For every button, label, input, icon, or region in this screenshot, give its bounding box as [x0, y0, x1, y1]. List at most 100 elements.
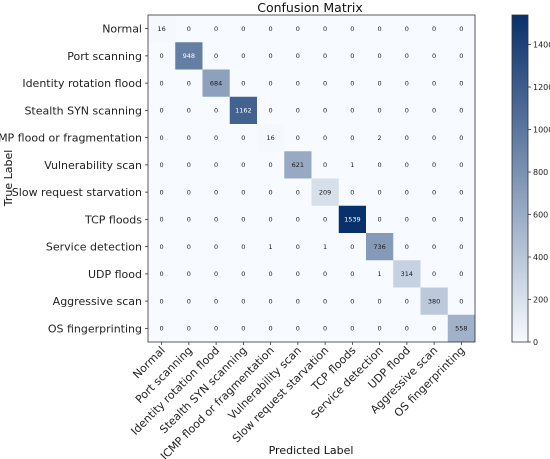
colorbar-tick-label: 200: [533, 296, 548, 305]
heatmap-cell: [229, 124, 258, 152]
heatmap-cell: [175, 260, 203, 288]
y-tick-label: Identity rotation flood: [22, 77, 142, 90]
heatmap-cell: [338, 15, 367, 43]
heatmap-cell: [175, 151, 203, 179]
heatmap-cell-value: 16: [157, 25, 165, 33]
heatmap-cell: [175, 96, 203, 125]
heatmap-cell-value: 0: [432, 161, 436, 169]
heatmap-cell: [311, 287, 340, 316]
heatmap-cell: [393, 96, 421, 125]
heatmap-cell: [202, 260, 231, 288]
y-tick-label: Aggressive scan: [53, 295, 142, 308]
heatmap-cell-value: 1: [350, 161, 354, 169]
heatmap-cell: [257, 233, 285, 261]
heatmap-cell-value: 0: [405, 188, 409, 196]
heatmap-cell: [447, 260, 476, 288]
heatmap-cell: [393, 178, 421, 207]
heatmap-cell: [311, 151, 340, 179]
y-tick-label: Stealth SYN scanning: [24, 104, 142, 117]
heatmap-cell-value: 0: [323, 216, 327, 224]
heatmap-cell-value: 0: [432, 52, 436, 60]
heatmap-cell-value: 0: [405, 52, 409, 60]
heatmap-cell: [393, 233, 421, 261]
heatmap-cell-value: 0: [378, 52, 382, 60]
heatmap-cell: [420, 151, 449, 179]
heatmap-cell-value: 0: [350, 52, 354, 60]
heatmap-cell-value: 0: [378, 297, 382, 305]
heatmap-cell: [366, 287, 394, 316]
heatmap-cell: [202, 69, 231, 98]
heatmap-cell-value: 0: [350, 325, 354, 333]
heatmap-cell-value: 0: [323, 134, 327, 142]
heatmap-cell: [447, 124, 476, 152]
heatmap-cell: [338, 233, 367, 261]
heatmap-cell-value: 0: [405, 325, 409, 333]
heatmap-cell: [338, 314, 367, 343]
heatmap-cell-value: 0: [160, 161, 164, 169]
heatmap-cell: [393, 260, 421, 288]
heatmap-cell: [311, 260, 340, 288]
heatmap-cell: [257, 15, 285, 43]
heatmap-cell-value: 0: [350, 270, 354, 278]
heatmap-cell-value: 0: [214, 216, 218, 224]
heatmap-cell-value: 0: [432, 134, 436, 142]
heatmap-cell: [366, 96, 394, 125]
heatmap-cell: [393, 124, 421, 152]
heatmap-cell-value: 0: [405, 216, 409, 224]
y-tick-label: Normal: [102, 23, 142, 36]
heatmap-cell: [366, 260, 394, 288]
heatmap-cell-value: 0: [160, 52, 164, 60]
heatmap-cell: [366, 42, 394, 70]
heatmap-cell: [338, 151, 367, 179]
heatmap-cell: [175, 69, 203, 98]
heatmap-cell-value: 1539: [344, 216, 361, 224]
y-tick-label: UDP flood: [88, 268, 142, 281]
heatmap-cell: [175, 205, 203, 234]
heatmap-cell: [447, 233, 476, 261]
heatmap-cell-value: 0: [378, 107, 382, 115]
heatmap-cell-value: 16: [266, 134, 274, 142]
heatmap-cell: [229, 287, 258, 316]
heatmap-cell-value: 0: [350, 134, 354, 142]
heatmap-cell: [447, 42, 476, 70]
heatmap-cell-value: 0: [269, 52, 273, 60]
heatmap-cell-value: 0: [241, 52, 245, 60]
heatmap-cell-value: 0: [187, 216, 191, 224]
heatmap-cell: [284, 151, 312, 179]
heatmap-cell: [202, 42, 231, 70]
heatmap-cell: [284, 233, 312, 261]
heatmap-cell: [284, 287, 312, 316]
heatmap-cell-value: 0: [214, 161, 218, 169]
heatmap-cell-value: 0: [378, 79, 382, 87]
heatmap-cell-value: 0: [378, 188, 382, 196]
heatmap-cell-value: 0: [269, 270, 273, 278]
heatmap-cell-value: 0: [432, 79, 436, 87]
heatmap-cell: [311, 178, 340, 207]
heatmap-cell: [420, 260, 449, 288]
heatmap-cell: [393, 42, 421, 70]
heatmap-cell-value: 0: [241, 216, 245, 224]
heatmap-cell-value: 0: [459, 216, 463, 224]
heatmap-cell-value: 0: [459, 243, 463, 251]
heatmap-cell-value: 0: [432, 243, 436, 251]
heatmap-cell-value: 0: [350, 79, 354, 87]
heatmap-cell-value: 0: [350, 243, 354, 251]
heatmap-cell: [229, 260, 258, 288]
heatmap-cell-value: 0: [459, 52, 463, 60]
heatmap-cell-value: 0: [214, 52, 218, 60]
heatmap-cell: [420, 178, 449, 207]
heatmap-cell: [366, 151, 394, 179]
heatmap-cell-value: 0: [160, 297, 164, 305]
heatmap-cell-value: 0: [160, 134, 164, 142]
heatmap-cell: [284, 69, 312, 98]
heatmap-cell-value: 0: [459, 25, 463, 33]
heatmap-cell-value: 0: [160, 270, 164, 278]
heatmap-cell-value: 0: [214, 270, 218, 278]
heatmap-cell: [257, 178, 285, 207]
heatmap-cell: [202, 124, 231, 152]
heatmap-cell: [311, 233, 340, 261]
heatmap-cell-value: 0: [323, 270, 327, 278]
heatmap-cell: [148, 96, 176, 125]
heatmap-cell: [229, 314, 258, 343]
